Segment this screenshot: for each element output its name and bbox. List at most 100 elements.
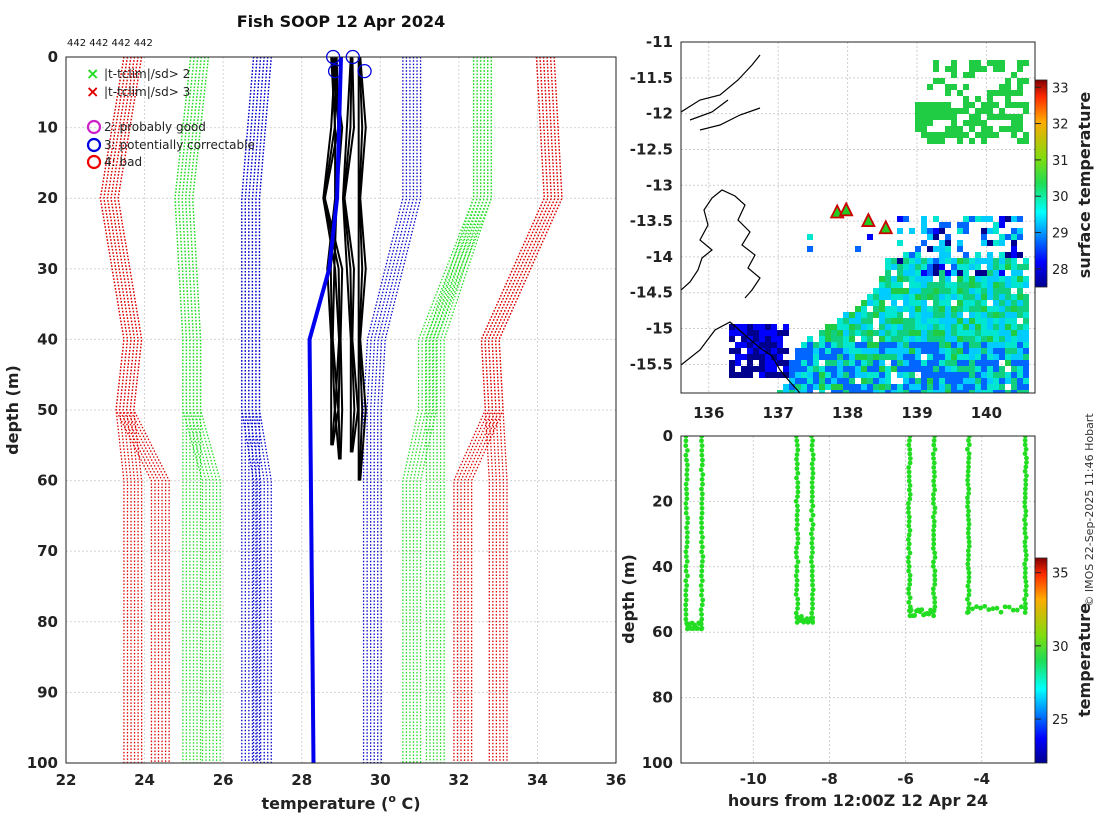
cast-point [966, 517, 971, 523]
sst-pixel [933, 372, 939, 378]
sst-pixel [819, 330, 825, 336]
sst-pixel [909, 330, 915, 336]
sst-pixel [831, 330, 837, 336]
sst-pixel [969, 348, 975, 354]
sst-pixel [1011, 228, 1017, 234]
cast-point [700, 597, 706, 603]
sst-pixel [957, 330, 963, 336]
cast-point [683, 578, 689, 584]
sst-pixel [981, 312, 987, 318]
sst-pixel [933, 390, 939, 393]
sst-pixel [897, 366, 903, 372]
cast-point [1023, 605, 1028, 611]
sst-pixel [885, 294, 891, 300]
sst-pixel [945, 384, 951, 390]
sst-pixel [1017, 234, 1023, 240]
sst-pixel [921, 360, 927, 366]
sst-pixel [903, 288, 909, 294]
time-depth-panel: -10 -8 -6 -4 0 20 40 60 80 100 hours from 12:00Z … [619, 427, 1094, 810]
sst-pixel [933, 384, 939, 390]
sst-pixel [951, 330, 957, 336]
sst-pixel [999, 288, 1005, 294]
sst-pixel [921, 390, 927, 393]
sst-pixel [975, 354, 981, 360]
sst-pixel [783, 330, 789, 336]
sst-pixel [741, 372, 747, 378]
sst-pixel [927, 264, 933, 270]
sst-pixel [993, 384, 999, 390]
cast-point [932, 550, 938, 556]
sst-pixel [1017, 306, 1023, 312]
cast-point [683, 452, 689, 458]
sst-pixel [813, 360, 819, 366]
sst-pixel [921, 318, 927, 324]
sst-pixel [759, 342, 765, 348]
sst-pixel [945, 84, 951, 90]
sst-pixel [999, 318, 1005, 324]
sst-pixel [1023, 294, 1029, 300]
sst-pixel [957, 276, 963, 282]
sst-pixel [789, 366, 795, 372]
sst-pixel [891, 276, 897, 282]
cast-point [966, 438, 971, 443]
sst-pixel [849, 366, 855, 372]
sst-pixel [843, 318, 849, 324]
sst-pixel [981, 306, 987, 312]
cast-point [684, 534, 690, 540]
sst-pixel [897, 270, 903, 276]
flag-circle [327, 63, 343, 79]
sst-pixel [897, 288, 903, 294]
temperature-profile-line [323, 57, 341, 460]
cast-point [907, 581, 913, 587]
cast-point [906, 568, 912, 574]
climatology-line [491, 57, 556, 763]
sst-pixel [891, 390, 897, 393]
sst-pixel [861, 384, 867, 390]
cast-point [810, 466, 815, 472]
sst-pixel [825, 336, 831, 342]
climatology-line [103, 57, 156, 763]
cast-point [1006, 604, 1012, 610]
sst-pixel [1023, 360, 1029, 366]
cast-point [1022, 539, 1028, 545]
sst-pixel [777, 354, 783, 360]
sst-pixel [981, 132, 987, 138]
sst-pixel [1011, 276, 1017, 282]
sst-pixel [891, 282, 897, 288]
sst-pixel [867, 366, 873, 372]
sst-pixel [1011, 252, 1017, 258]
sst-pixel [981, 360, 987, 366]
sst-pixel [987, 108, 993, 114]
time-y-tick-label: 0 [663, 427, 673, 445]
sst-pixel [1011, 102, 1017, 108]
sst-pixel [951, 126, 957, 132]
sst-pixel [729, 324, 735, 330]
sst-pixel [891, 300, 897, 306]
cast-point [1022, 574, 1028, 580]
cast-point [810, 606, 815, 611]
sst-pixel [915, 276, 921, 282]
map-y-tick-label: -12.5 [630, 140, 673, 158]
sst-pixel [975, 258, 981, 264]
sst-pixel [837, 342, 843, 348]
sst-pixel [861, 318, 867, 324]
cast-point [700, 534, 705, 540]
cast-point [930, 451, 936, 457]
sst-pixel [855, 390, 861, 393]
sst-pixel [1011, 300, 1017, 306]
cast-point [966, 460, 971, 465]
sst-pixel [897, 342, 903, 348]
sst-pixel [867, 324, 873, 330]
time-x-tick-label: -8 [821, 770, 838, 788]
sst-pixel [1005, 330, 1011, 336]
sst-pixel [951, 390, 957, 393]
cast-point [700, 481, 705, 487]
y-tick-label: 70 [37, 542, 58, 560]
sst-pixel [939, 300, 945, 306]
cast-point [932, 447, 938, 452]
sst-pixel [831, 378, 837, 384]
sst-pixel [1017, 102, 1023, 108]
cast-point [906, 523, 912, 529]
sst-pixel [831, 390, 837, 393]
station-marker-icon [838, 201, 854, 217]
